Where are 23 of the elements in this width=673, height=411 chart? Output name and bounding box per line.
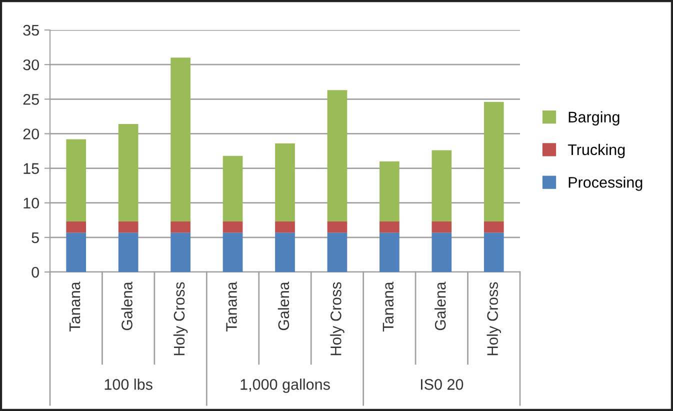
x-tick-label: Holy Cross [330,282,344,356]
x-tick-label: Tanana [382,282,394,332]
legend-label: Barging [568,111,620,126]
x-tick-label: Tanana [226,282,237,332]
text: IS0 20 [420,379,464,390]
legend-label: Trucking [568,144,625,158]
x-tick-label: Tanana [70,282,80,332]
x-tick-label: Galena [278,282,290,330]
y-tick-label: 25 [23,94,39,105]
x-tick-label: Galena [434,282,446,330]
y-tick-label: 35 [23,24,39,36]
y-tick-label: 30 [23,59,39,70]
x-tick-label: Galena [121,282,132,330]
x-tick-label: Holy Cross [173,282,188,356]
text: 1,000 gallons [240,378,330,393]
y-tick-label: 5 [32,232,39,244]
text: 100 lbs [104,378,152,390]
y-tick-label: 10 [24,198,39,209]
y-tick-label: 0 [32,266,39,278]
y-tick-label: 15 [24,163,39,174]
y-tick-label: 20 [23,128,39,140]
x-tick-label: Holy Cross [486,282,502,356]
legend-label: Processing [568,176,642,191]
